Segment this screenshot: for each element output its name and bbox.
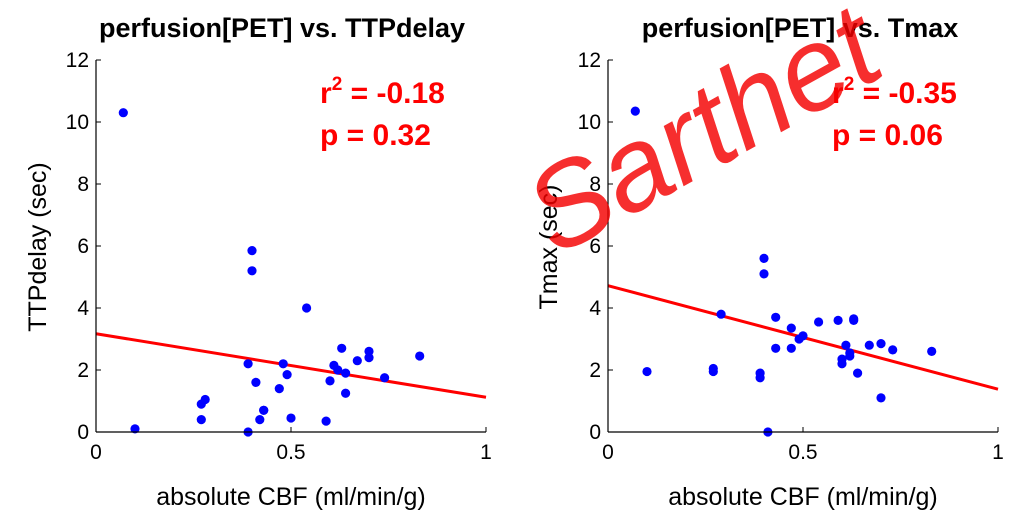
- data-point: [274, 384, 284, 394]
- data-point: [259, 405, 269, 415]
- regression-line-group: [95, 332, 487, 399]
- y-tick-label: 2: [77, 359, 89, 382]
- data-points: [630, 106, 937, 437]
- y-tick-label: 4: [77, 297, 89, 320]
- panel-title: perfusion[PET] vs. TTPdelay: [99, 13, 465, 43]
- y-tick-label: 0: [77, 421, 89, 444]
- data-point: [853, 368, 863, 378]
- axes-frame: [95, 60, 486, 433]
- data-point: [759, 253, 769, 263]
- data-point: [415, 351, 425, 361]
- y-tick-label: 12: [578, 49, 601, 72]
- data-point: [247, 266, 257, 276]
- data-point: [849, 314, 859, 324]
- data-point: [118, 108, 128, 118]
- data-point: [341, 368, 351, 378]
- x-tick-label: 0: [602, 441, 614, 464]
- panel-title: perfusion[PET] vs. Tmax: [642, 13, 959, 43]
- data-point: [876, 393, 886, 403]
- x-axis-label: absolute CBF (ml/min/g): [668, 483, 938, 511]
- data-point: [716, 309, 726, 319]
- data-point: [814, 317, 824, 327]
- data-point: [364, 353, 374, 363]
- data-point: [833, 315, 843, 325]
- x-tick-label: 0.5: [276, 441, 305, 464]
- data-point: [837, 354, 847, 364]
- y-tick-label: 6: [77, 235, 89, 258]
- data-point: [708, 363, 718, 374]
- data-point: [759, 269, 769, 279]
- data-point: [333, 365, 343, 375]
- axis-ticks: 0 2 4 6 8 10 12 0 0.5 1: [578, 49, 1004, 464]
- data-point: [130, 424, 140, 434]
- p-value-stat: p = 0.32: [320, 119, 431, 152]
- axes-frame: [607, 60, 998, 433]
- r-squared-stat: r2 = -0.18: [320, 74, 445, 110]
- y-tick-label: 2: [589, 359, 601, 382]
- x-tick-label: 0.5: [788, 441, 817, 464]
- data-point: [337, 343, 347, 353]
- data-point: [798, 331, 808, 341]
- axis-ticks: 0 2 4 6 8 10 12 0 0.5 1: [66, 49, 492, 464]
- data-point: [325, 376, 335, 386]
- y-tick-label: 0: [589, 421, 601, 444]
- x-tick-label: 1: [992, 441, 1004, 464]
- data-point: [888, 345, 898, 355]
- data-point: [302, 303, 312, 313]
- y-tick-label: 8: [589, 173, 601, 196]
- y-axis-label: TTPdelay (sec): [24, 162, 52, 331]
- data-point: [786, 343, 796, 353]
- y-axis-label: Tmax (sec): [535, 185, 563, 310]
- y-tick-label: 4: [589, 297, 601, 320]
- data-point: [352, 356, 362, 366]
- data-point: [755, 373, 765, 383]
- data-point: [841, 340, 851, 350]
- data-point: [864, 340, 874, 350]
- y-tick-label: 10: [578, 111, 601, 134]
- data-point: [845, 351, 855, 361]
- data-point: [243, 359, 253, 369]
- data-point: [278, 359, 288, 369]
- y-tick-label: 10: [66, 111, 89, 134]
- scatter-panel-tmax: perfusion[PET] vs. Tmax absolute CBF (ml…: [535, 13, 1004, 511]
- y-tick-label: 8: [77, 173, 89, 196]
- data-point: [321, 416, 331, 426]
- p-value-stat: p = 0.06: [832, 119, 943, 152]
- data-point: [927, 346, 937, 356]
- x-tick-label: 0: [90, 441, 102, 464]
- data-point: [876, 339, 886, 349]
- data-point: [247, 246, 257, 256]
- r-squared-stat: r2 = -0.35: [832, 74, 957, 110]
- data-point: [255, 415, 265, 425]
- data-point: [771, 312, 781, 322]
- data-point: [642, 366, 652, 377]
- data-point: [786, 323, 796, 333]
- data-point: [771, 343, 781, 353]
- y-tick-label: 12: [66, 49, 89, 72]
- data-point: [196, 415, 206, 425]
- regression-line: [95, 332, 487, 399]
- data-point: [341, 388, 351, 398]
- data-point: [251, 377, 261, 387]
- x-tick-label: 1: [480, 441, 492, 464]
- data-point: [282, 370, 292, 380]
- x-axis-label: absolute CBF (ml/min/g): [156, 483, 426, 511]
- data-point: [380, 373, 390, 383]
- data-point: [286, 413, 296, 423]
- y-tick-label: 6: [589, 235, 601, 258]
- data-points: [118, 108, 425, 437]
- scatter-panel-ttpdelay: perfusion[PET] vs. TTPdelay absolute CBF…: [24, 13, 492, 511]
- data-point: [200, 394, 210, 405]
- data-point: [630, 106, 640, 116]
